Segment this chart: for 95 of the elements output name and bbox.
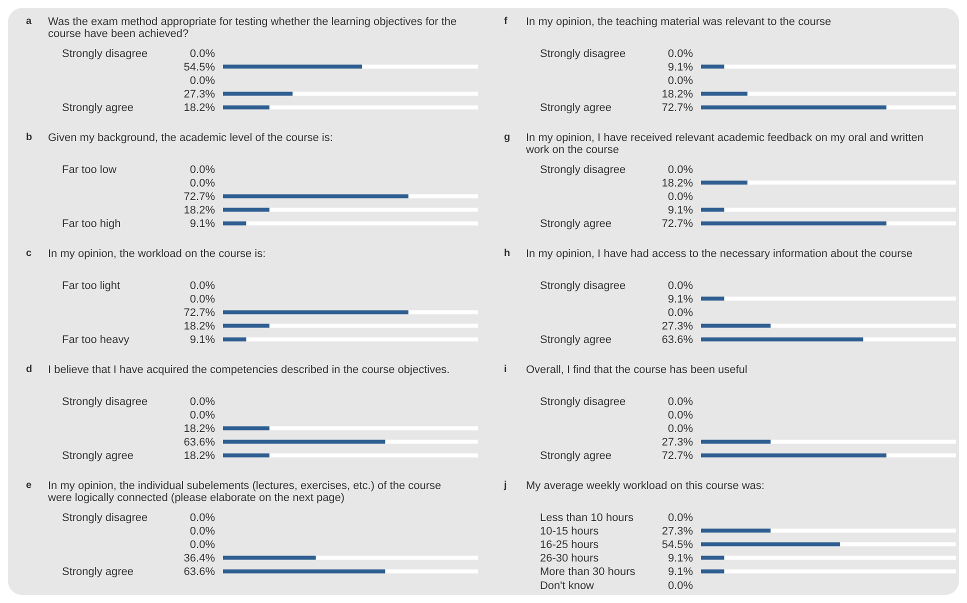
chart-title: In my opinion, the workload on the course is: — [48, 248, 267, 262]
chart-title: In my opinion, I have had access to the necessary information about the course — [526, 248, 914, 262]
data-label: 18.2% — [184, 320, 216, 333]
y-tick-label: Strongly disagree — [540, 48, 626, 60]
data-label: 0.0% — [668, 396, 694, 408]
data-label: 0.0% — [190, 48, 216, 60]
y-tick-label: Strongly disagree — [62, 396, 148, 408]
y-tick-label: Don't know — [540, 580, 594, 592]
data-label: 72.7% — [662, 102, 694, 114]
data-label: 0.0% — [190, 396, 216, 408]
data-label: 18.2% — [662, 88, 694, 101]
data-label: 0.0% — [668, 191, 694, 203]
data-label: 0.0% — [190, 512, 216, 524]
data-label: 27.3% — [662, 320, 694, 333]
y-tick-label: Strongly disagree — [540, 280, 626, 292]
data-label: 27.3% — [662, 436, 694, 449]
data-label: 18.2% — [184, 450, 216, 462]
data-label: 54.5% — [184, 61, 216, 74]
y-tick-label: Strongly agree — [62, 450, 134, 462]
chart-title: I believe that I have acquired the competencies described in the course objectives. — [48, 364, 451, 378]
data-label: 72.7% — [662, 218, 694, 230]
data-label: 0.0% — [190, 409, 216, 422]
data-label: 0.0% — [668, 409, 694, 422]
y-tick-label: Strongly disagree — [62, 48, 148, 60]
data-label: 18.2% — [184, 204, 216, 217]
y-tick-label: Strongly agree — [540, 334, 612, 346]
y-tick-label: 26-30 hours — [540, 552, 600, 565]
y-tick-label: Strongly agree — [62, 102, 134, 114]
data-label: 9.1% — [190, 218, 216, 230]
data-label: 9.1% — [668, 552, 694, 565]
y-tick-label: Strongly disagree — [540, 396, 626, 408]
y-tick-label: Strongly disagree — [62, 512, 148, 524]
text: j — [504, 480, 507, 491]
y-tick-label: Strongly disagree — [540, 164, 626, 176]
chart-title: Given my background, the academic level of the course is: — [48, 132, 334, 146]
y-tick-label: Far too low — [62, 164, 116, 176]
y-tick-label: Far too high — [62, 218, 121, 230]
data-label: 63.6% — [184, 436, 216, 449]
data-label: 0.0% — [668, 164, 694, 176]
data-label: 0.0% — [668, 280, 694, 292]
data-label: 18.2% — [662, 177, 694, 190]
chart-title: Was the exam method appropriate for testing whether the learning objectives for the course have been achieved? — [48, 16, 458, 42]
data-label: 9.1% — [668, 566, 694, 578]
y-tick-label: Strongly agree — [540, 450, 612, 462]
data-label: 72.7% — [184, 191, 216, 203]
data-label: 0.0% — [668, 307, 694, 319]
text: e — [26, 480, 32, 491]
text: d — [26, 364, 32, 375]
data-label: 72.7% — [662, 450, 694, 462]
y-tick-label: Strongly agree — [540, 102, 612, 114]
data-label: 63.6% — [662, 334, 694, 346]
data-label: 27.3% — [662, 525, 694, 538]
data-label: 54.5% — [662, 538, 694, 551]
text: c — [26, 248, 32, 259]
data-label: 0.0% — [668, 423, 694, 435]
data-label: 0.0% — [190, 164, 216, 176]
text: h — [504, 248, 510, 259]
data-label: 0.0% — [668, 48, 694, 60]
data-label: 0.0% — [190, 525, 216, 538]
chart-title: Overall, I find that the course has been useful — [526, 364, 748, 378]
y-tick-label: Less than 10 hours — [540, 512, 634, 524]
y-tick-label: Strongly agree — [540, 218, 612, 230]
data-label: 9.1% — [668, 293, 694, 306]
data-label: 63.6% — [184, 566, 216, 578]
chart-title: My average weekly workload on this course was: — [526, 480, 766, 494]
data-label: 0.0% — [668, 75, 694, 87]
data-label: 36.4% — [184, 552, 216, 565]
data-label: 0.0% — [190, 75, 216, 87]
data-label: 0.0% — [668, 580, 694, 592]
y-tick-label: Far too heavy — [62, 334, 130, 346]
text: i — [504, 364, 507, 375]
data-label: 18.2% — [184, 102, 216, 114]
data-label: 0.0% — [190, 293, 216, 306]
data-label: 0.0% — [190, 280, 216, 292]
data-label: 18.2% — [184, 423, 216, 435]
data-label: 27.3% — [184, 88, 216, 101]
text: b — [26, 132, 32, 143]
y-tick-label: 10-15 hours — [540, 525, 600, 538]
y-tick-label: 16-25 hours — [540, 538, 600, 551]
text: a — [26, 16, 32, 27]
data-label: 0.0% — [190, 539, 216, 551]
data-label: 9.1% — [190, 334, 216, 346]
y-tick-label: Strongly agree — [62, 566, 134, 578]
data-label: 72.7% — [184, 307, 216, 319]
chart-title: In my opinion, I have received relevant academic feedback on my oral and written work on the course — [526, 132, 924, 158]
chart-title: In my opinion, the individual subelements (lectures, exercises, etc.) of the course were logically connected (please elaborate on the next page) — [48, 480, 442, 506]
y-tick-label: More than 30 hours — [540, 566, 636, 578]
data-label: 0.0% — [668, 512, 694, 524]
data-label: 9.1% — [668, 61, 694, 74]
data-label: 0.0% — [190, 177, 216, 190]
text: g — [504, 132, 510, 143]
chart-title: In my opinion, the teaching material was relevant to the course — [526, 16, 832, 30]
text: f — [504, 16, 508, 27]
data-label: 9.1% — [668, 204, 694, 217]
y-tick-label: Far too light — [62, 280, 120, 292]
